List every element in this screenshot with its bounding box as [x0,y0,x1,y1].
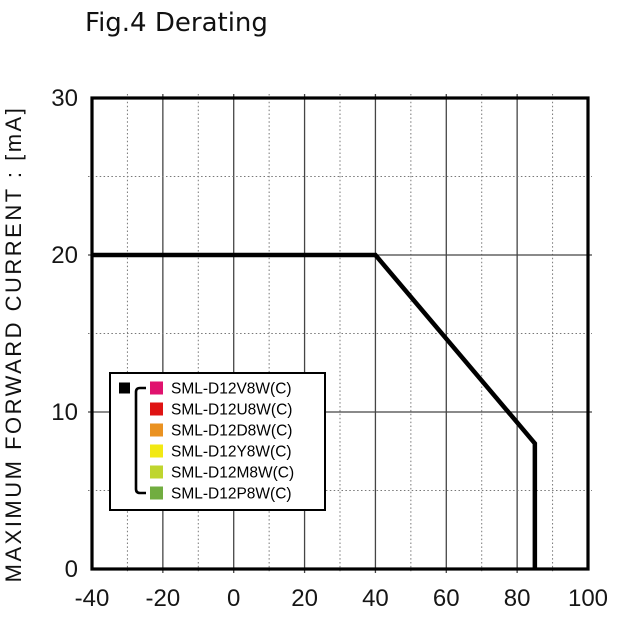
derating-curve [92,252,538,569]
x-tick-label: 60 [433,585,460,612]
y-tick-labels: 0 10 20 30 [51,85,78,583]
x-tick-label: 80 [504,585,531,612]
legend-label: SML-D12Y8W(C) [171,444,292,461]
x-tick-label: 0 [227,585,240,612]
legend-swatch [150,381,163,395]
legend-label: SML-D12P8W(C) [171,486,292,503]
legend: SML-D12V8W(C) SML-D12U8W(C) SML-D12D8W(C) S… [109,372,326,511]
legend-label: SML-D12V8W(C) [171,381,292,398]
legend-box [109,372,326,511]
y-tick-label: 0 [65,556,78,583]
x-tick-label: 100 [568,585,608,612]
y-tick-label: 20 [51,242,78,269]
legend-swatch [150,486,163,500]
x-tick-label: -20 [146,585,181,612]
legend-group-marker [119,382,130,394]
y-tick-label: 30 [51,85,78,112]
legend-label: SML-D12M8W(C) [171,465,294,482]
plot-frame [90,96,590,571]
legend-swatch [150,444,163,458]
legend-label: SML-D12U8W(C) [171,402,292,419]
x-tick-label: -40 [75,585,110,612]
legend-swatch [150,465,163,479]
x-tick-label: 20 [291,585,318,612]
x-tick-labels: -40 -20 0 20 40 60 80 100 [75,585,608,612]
y-axis-title: MAXIMUM FORWARD CURRENT : [mA] [1,106,26,583]
legend-swatch [150,402,163,416]
legend-label: SML-D12D8W(C) [171,423,292,440]
legend-group-bracket [134,386,146,495]
legend-swatch [150,423,163,437]
figure-title: Fig.4 Derating [85,8,268,38]
y-tick-label: 10 [51,399,78,426]
x-tick-label: 40 [362,585,389,612]
